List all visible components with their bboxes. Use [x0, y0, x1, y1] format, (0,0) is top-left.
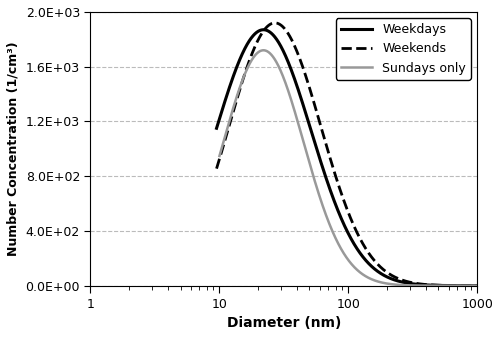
Weekdays	[368, 264, 374, 268]
Sundays only	[260, 48, 266, 52]
Weekends	[272, 21, 278, 25]
Weekdays	[251, 33, 257, 37]
Weekdays	[397, 279, 403, 283]
Weekends	[368, 255, 374, 259]
Sundays only	[474, 284, 480, 288]
Y-axis label: Number Concentration (1/cm³): Number Concentration (1/cm³)	[7, 41, 20, 256]
Weekends	[304, 79, 310, 83]
Weekends	[214, 166, 220, 171]
Weekdays	[214, 126, 220, 130]
Line: Weekdays: Weekdays	[216, 30, 477, 286]
Weekdays	[298, 97, 304, 101]
Weekdays	[260, 28, 266, 32]
Weekends	[272, 21, 278, 25]
Line: Weekends: Weekends	[216, 23, 477, 286]
Line: Sundays only: Sundays only	[220, 50, 477, 286]
Weekends	[397, 277, 403, 281]
Sundays only	[410, 283, 416, 287]
Legend: Weekdays, Weekends, Sundays only: Weekdays, Weekends, Sundays only	[336, 18, 471, 80]
X-axis label: Diameter (nm): Diameter (nm)	[226, 316, 341, 330]
Weekdays	[272, 36, 278, 40]
Sundays only	[466, 284, 471, 288]
Sundays only	[404, 283, 409, 287]
Sundays only	[250, 55, 256, 59]
Weekdays	[474, 284, 480, 288]
Sundays only	[216, 154, 222, 158]
Weekends	[474, 284, 480, 288]
Sundays only	[358, 272, 364, 276]
Sundays only	[315, 190, 321, 194]
Weekends	[298, 61, 304, 65]
Weekdays	[304, 117, 310, 121]
Weekends	[251, 47, 257, 51]
